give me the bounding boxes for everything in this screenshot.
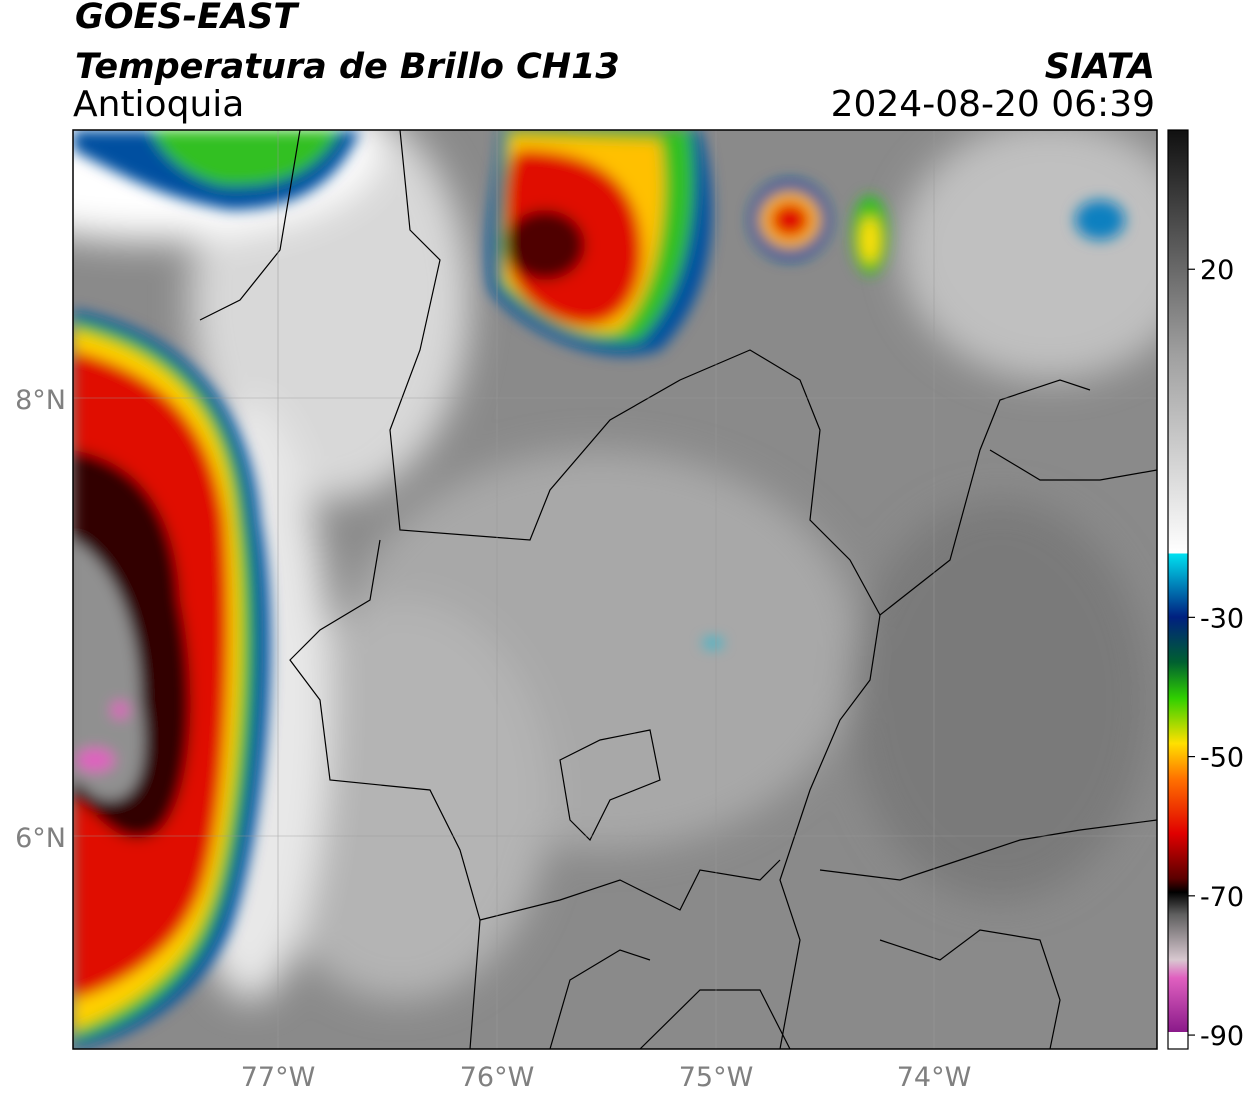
colorbar-tick-label: 20 bbox=[1200, 255, 1234, 286]
colorbar-gradient bbox=[1168, 130, 1188, 1032]
region: Antioquia bbox=[73, 84, 244, 125]
lat-label: 8°N bbox=[15, 385, 66, 416]
map-frame bbox=[72, 129, 1158, 1050]
lon-label: 77°W bbox=[241, 1062, 316, 1093]
colorbar-tick-label: -70 bbox=[1200, 882, 1244, 913]
map-image bbox=[73, 130, 1157, 1049]
colorbar-under bbox=[1168, 1032, 1188, 1049]
colorbar bbox=[1167, 129, 1189, 1050]
lon-label: 75°W bbox=[679, 1062, 754, 1093]
title: GOES-EAST bbox=[75, 0, 300, 37]
lon-label: 74°W bbox=[897, 1062, 972, 1093]
lon-label: 76°W bbox=[460, 1062, 535, 1093]
source: SIATA bbox=[1045, 47, 1155, 87]
subtitle: Temperatura de Brillo CH13 bbox=[75, 47, 620, 87]
colorbar-frame bbox=[1167, 129, 1189, 1050]
colorbar-tick-label: -90 bbox=[1200, 1021, 1244, 1052]
colorbar-tick-label: -50 bbox=[1200, 743, 1244, 774]
colorbar-tick-label: -30 bbox=[1200, 603, 1244, 634]
datetime: 2024-08-20 06:39 bbox=[831, 84, 1155, 125]
lat-label: 6°N bbox=[15, 823, 66, 854]
